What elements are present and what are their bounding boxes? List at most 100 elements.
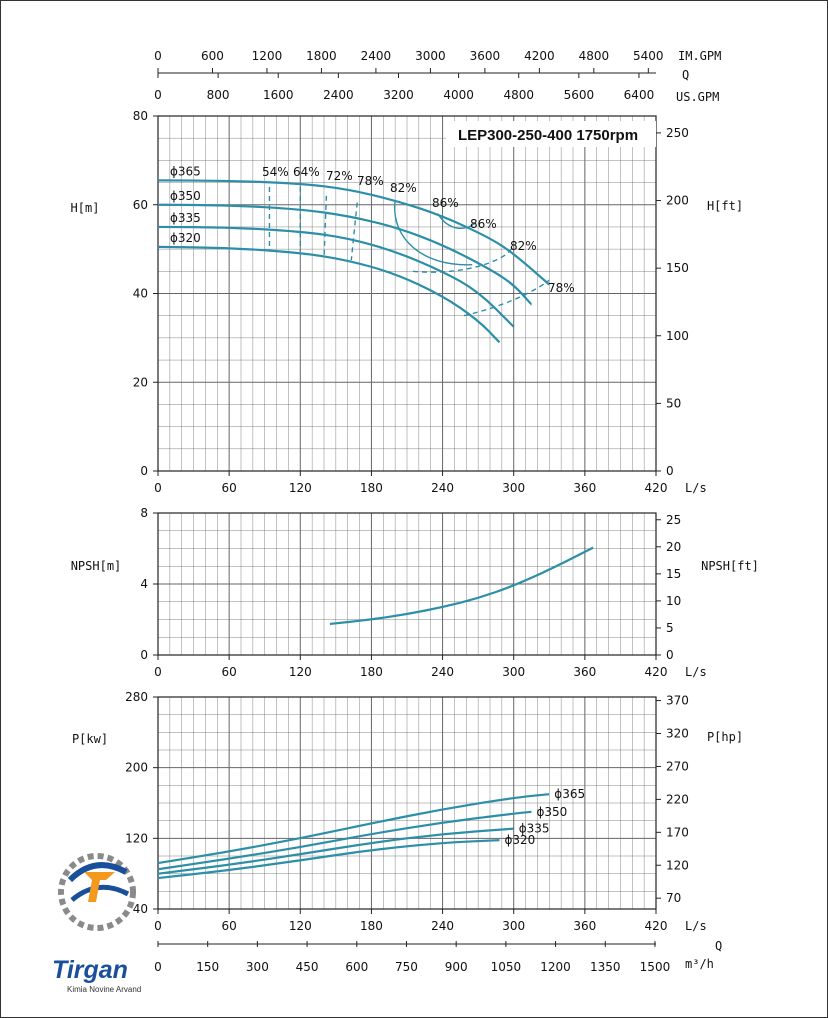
x-tick-label: 240	[431, 481, 454, 495]
efficiency-iso-line	[437, 213, 477, 229]
x-tick-label: 240	[431, 919, 454, 933]
y-right-tick-label: 10	[666, 594, 681, 608]
q-label: Q	[682, 68, 689, 82]
y-right-tick-label: 100	[666, 329, 689, 343]
im-gpm-tick-label: 0	[154, 49, 162, 63]
us-gpm-tick-label: 0	[154, 88, 162, 102]
y-tick-label: 8	[140, 506, 148, 520]
im-gpm-tick-label: 4800	[579, 49, 610, 63]
im-gpm-tick-label: 600	[201, 49, 224, 63]
x-tick-label: 60	[222, 919, 237, 933]
im-gpm-tick-label: 1800	[306, 49, 337, 63]
curve-d365	[157, 793, 550, 865]
m3h-tick-label: 150	[196, 960, 219, 974]
y-tick-label: 80	[133, 109, 148, 123]
y-tick-label: 200	[125, 761, 148, 775]
im-gpm-tick-label: 5400	[633, 49, 664, 63]
im-gpm-label: IM.GPM	[678, 49, 721, 63]
x-tick-label: 360	[573, 919, 596, 933]
chart-title: LEP300-250-400 1750rpm	[458, 127, 638, 144]
im-gpm-tick-label: 2400	[361, 49, 392, 63]
x-tick-label: 300	[502, 481, 525, 495]
efficiency-label: 78%	[548, 281, 575, 295]
y-tick-label: 40	[133, 287, 148, 301]
y-tick-label: 0	[140, 648, 148, 662]
y-right-tick-label: 25	[666, 513, 681, 527]
y-tick-label: 0	[140, 464, 148, 478]
curve-d365	[157, 179, 551, 286]
x-tick-label: 240	[431, 665, 454, 679]
curve-d320	[157, 839, 500, 880]
y-right-axis-label: P[hp]	[707, 730, 743, 744]
tirgan-logo: Tirgan Kimia Novine Arvand	[52, 853, 141, 994]
curve-label: ϕ335	[519, 822, 550, 836]
y-right-tick-label: 220	[666, 792, 689, 806]
x-tick-label: 420	[645, 919, 668, 933]
us-gpm-tick-label: 5600	[564, 88, 595, 102]
title-background	[446, 121, 656, 147]
y-right-tick-label: 50	[666, 396, 681, 410]
curve-d350	[157, 203, 533, 306]
y-tick-label: 40	[133, 902, 148, 916]
curve-d335	[157, 827, 514, 875]
efficiency-label: 82%	[390, 181, 417, 195]
y-right-tick-label: 200	[666, 194, 689, 208]
m3h-tick-label: 1200	[540, 960, 571, 974]
plot-frame	[157, 696, 657, 910]
y-tick-label: 280	[125, 690, 148, 704]
x-tick-label: 180	[360, 919, 383, 933]
curve-label: ϕ320	[504, 833, 535, 847]
y-right-tick-label: 270	[666, 759, 689, 773]
efficiency-label: 54%	[262, 165, 289, 179]
x-axis-unit: L/s	[685, 665, 707, 679]
efficiency-label: 86%	[432, 196, 459, 210]
im-gpm-tick-label: 3000	[415, 49, 446, 63]
x-tick-label: 120	[289, 481, 312, 495]
y-axis-label: P[kw]	[72, 732, 108, 746]
im-gpm-tick-label: 3600	[470, 49, 501, 63]
efficiency-label: 82%	[510, 239, 537, 253]
x-tick-label: 0	[154, 481, 162, 495]
x-tick-label: 120	[289, 665, 312, 679]
y-right-tick-label: 70	[666, 891, 681, 905]
m3h-tick-label: 300	[246, 960, 269, 974]
efficiency-iso-line	[350, 202, 358, 261]
y-tick-label: 120	[125, 831, 148, 845]
m3h-label: m³/h	[685, 957, 714, 971]
us-gpm-tick-label: 2400	[323, 88, 354, 102]
y-tick-label: 4	[140, 577, 148, 591]
curve-d335	[157, 225, 515, 328]
us-gpm-tick-label: 4000	[443, 88, 474, 102]
m3h-tick-label: 1500	[640, 960, 671, 974]
y-tick-label: 60	[133, 198, 148, 212]
y-right-tick-label: 170	[666, 825, 689, 839]
m3h-tick-label: 450	[296, 960, 319, 974]
y-right-tick-label: 250	[666, 126, 689, 140]
logo-name: Tirgan	[52, 956, 128, 984]
curve-d350	[157, 810, 532, 871]
x-tick-label: 180	[360, 481, 383, 495]
m3h-tick-label: 750	[395, 960, 418, 974]
efficiency-iso-line	[463, 279, 550, 317]
curve-label: ϕ335	[170, 211, 201, 225]
logo-tagline: Kimia Novine Arvand	[67, 985, 141, 994]
m3h-tick-label: 600	[345, 960, 368, 974]
x-tick-label: 360	[573, 481, 596, 495]
efficiency-label: 64%	[293, 165, 320, 179]
us-gpm-tick-label: 1600	[263, 88, 294, 102]
us-gpm-tick-label: 800	[207, 88, 230, 102]
us-gpm-label: US.GPM	[676, 90, 719, 104]
us-gpm-tick-label: 3200	[383, 88, 414, 102]
y-right-axis-label: NPSH[ft]	[701, 559, 759, 573]
m3h-tick-label: 1050	[491, 960, 522, 974]
q-label: Q	[715, 939, 722, 953]
efficiency-iso-line	[394, 200, 473, 266]
efficiency-label: 78%	[357, 174, 384, 188]
x-tick-label: 300	[502, 665, 525, 679]
x-tick-label: 120	[289, 919, 312, 933]
x-tick-label: 420	[645, 665, 668, 679]
x-tick-label: 60	[222, 481, 237, 495]
x-tick-label: 180	[360, 665, 383, 679]
